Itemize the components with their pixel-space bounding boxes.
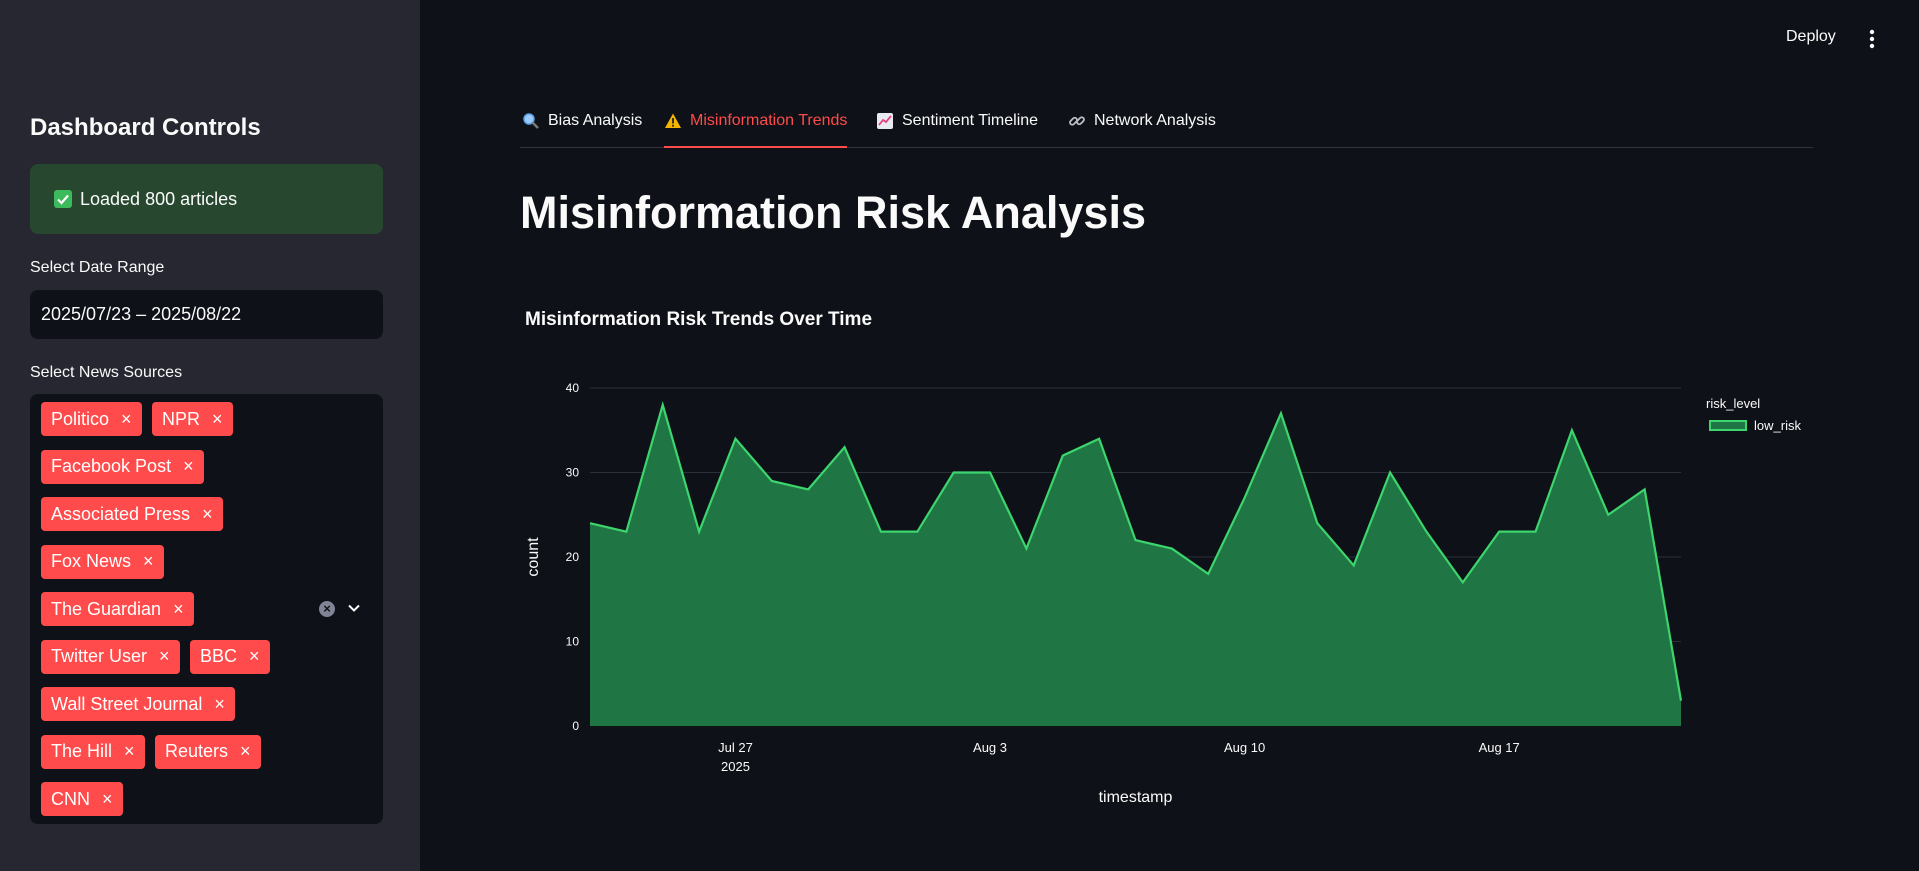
y-tick-label: 0 [572, 719, 579, 733]
remove-tag-icon[interactable]: × [212, 408, 223, 429]
tab-bias-analysis[interactable]: Bias Analysis [522, 110, 642, 148]
source-tag: Wall Street Journal × [41, 687, 235, 721]
source-tag-label: Twitter User [51, 646, 148, 666]
source-tag: Facebook Post × [41, 449, 204, 484]
link-icon [1069, 116, 1085, 126]
source-tag: CNN × [41, 782, 123, 816]
x-tick-label: Aug 10 [1224, 740, 1265, 755]
tab-label: Sentiment Timeline [902, 112, 1039, 129]
x-tick-label: Aug 17 [1479, 740, 1520, 755]
remove-tag-icon[interactable]: × [240, 741, 251, 761]
clear-all-icon[interactable]: × [319, 601, 335, 617]
remove-tag-icon[interactable]: × [143, 551, 154, 571]
remove-tag-icon[interactable]: × [214, 693, 225, 714]
tab-label: Misinformation Trends [690, 112, 848, 129]
source-tag: The Hill × [41, 734, 145, 769]
legend-item-label: low_risk [1754, 418, 1801, 433]
source-tag-label: Wall Street Journal [51, 693, 203, 714]
source-tag-label: NPR [162, 408, 201, 429]
y-tick-label: 40 [566, 381, 580, 395]
y-axis-label: count [525, 537, 542, 577]
x-tick-label: Aug 3 [973, 740, 1007, 755]
tab-label: Bias Analysis [548, 112, 643, 129]
x-tick-label: Jul 27 [718, 740, 753, 755]
source-tag-label: The Hill [51, 741, 113, 761]
remove-tag-icon[interactable]: × [173, 598, 184, 619]
source-tag: Fox News × [41, 544, 164, 579]
y-tick-label: 10 [566, 635, 580, 649]
source-tag-label: CNN [51, 788, 90, 809]
series-line-low-risk[interactable] [589, 400, 1683, 701]
page-title: Misinformation Risk Analysis [520, 187, 1146, 238]
y-tick-label: 20 [566, 550, 580, 564]
status-message: Loaded 800 articles [80, 188, 238, 209]
status-alert: Loaded 800 articles [30, 164, 383, 234]
kebab-icon[interactable] [1867, 28, 1877, 50]
tab-label: Network Analysis [1094, 112, 1216, 129]
legend-swatch[interactable] [1709, 420, 1747, 431]
source-tag: Twitter User × [41, 639, 180, 674]
area-fill [590, 404, 1681, 726]
chart-increasing-icon [877, 113, 893, 129]
source-tag-label: Politico [51, 408, 110, 429]
source-tag: BBC × [190, 639, 270, 674]
source-tag-label: The Guardian [51, 598, 162, 619]
sources-multiselect[interactable]: Politico × NPR × Facebook Post × Associated Pr… [30, 394, 383, 824]
tab-bar: Bias Analysis Misinformation Trends Sent… [520, 110, 1813, 150]
y-tick-label: 30 [566, 466, 580, 480]
remove-tag-icon[interactable]: × [102, 788, 113, 809]
sidebar: Dashboard Controls Loaded 800 articles S… [0, 0, 420, 871]
tab-misinformation-trends[interactable]: Misinformation Trends [664, 110, 848, 148]
source-tag-label: BBC [200, 646, 238, 666]
x-axis-label: timestamp [1099, 789, 1173, 806]
source-tag: Reuters × [155, 734, 261, 769]
chart-title: Misinformation Risk Trends Over Time [525, 309, 873, 330]
deploy-button[interactable]: Deploy [1786, 28, 1836, 45]
x-tick-sublabel: 2025 [721, 759, 750, 774]
warning-icon [665, 113, 681, 128]
date-range-input[interactable] [30, 290, 383, 339]
check-icon [54, 190, 72, 208]
source-tag: Politico × [41, 402, 142, 436]
remove-tag-icon[interactable]: × [202, 503, 213, 524]
source-tag: Associated Press × [41, 497, 223, 531]
source-tag: The Guardian × [41, 592, 194, 626]
source-tag-label: Reuters [165, 741, 229, 761]
sidebar-title: Dashboard Controls [30, 114, 261, 141]
remove-tag-icon[interactable]: × [124, 741, 135, 761]
remove-tag-icon[interactable]: × [183, 456, 194, 476]
source-tag: NPR × [152, 402, 233, 436]
remove-tag-icon[interactable]: × [249, 646, 260, 666]
source-tag-label: Associated Press [51, 503, 191, 524]
remove-tag-icon[interactable]: × [121, 408, 132, 429]
date-range-label: Select Date Range [30, 259, 165, 276]
source-tag-label: Facebook Post [51, 456, 172, 476]
legend-title: risk_level [1706, 396, 1760, 411]
tab-network-analysis[interactable]: Network Analysis [1068, 110, 1216, 148]
magnifier-icon [523, 113, 539, 129]
sources-label: Select News Sources [30, 364, 183, 381]
chevron-down-icon[interactable] [346, 600, 362, 616]
source-tag-label: Fox News [51, 551, 132, 571]
tab-bar-divider [520, 147, 1813, 148]
tab-sentiment-timeline[interactable]: Sentiment Timeline [876, 110, 1038, 148]
remove-tag-icon[interactable]: × [159, 646, 170, 666]
